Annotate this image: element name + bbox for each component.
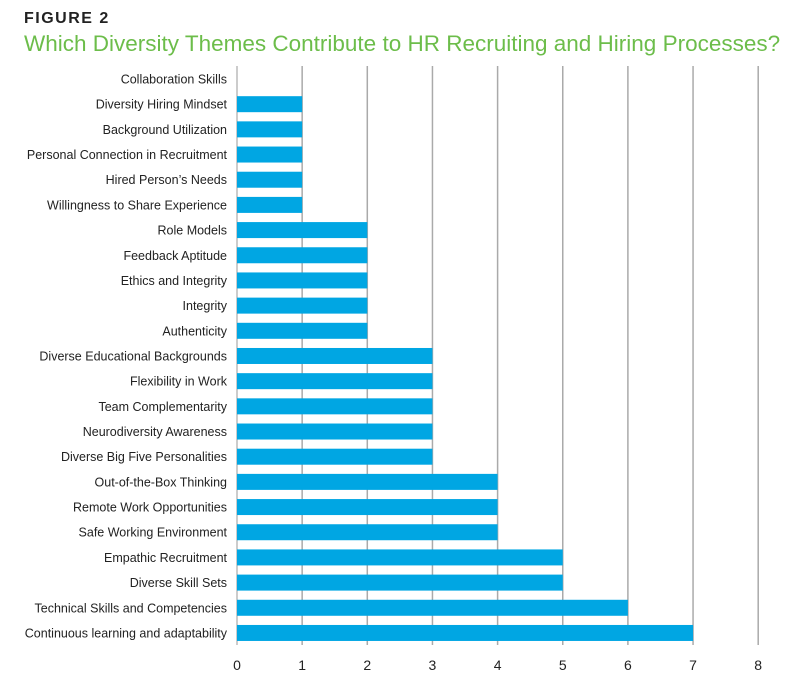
bar (237, 247, 368, 264)
category-label: Collaboration Skills (121, 73, 227, 87)
category-label: Feedback Aptitude (123, 249, 227, 263)
x-tick-label: 6 (624, 657, 632, 673)
category-label: Willingness to Share Experience (47, 198, 227, 212)
category-label: Empathic Recruitment (104, 551, 227, 565)
category-label: Role Models (158, 224, 227, 238)
category-label: Safe Working Environment (79, 526, 228, 540)
x-tick-label: 2 (363, 657, 371, 673)
bar (237, 499, 498, 516)
category-label: Neurodiversity Awareness (83, 425, 227, 439)
bar (237, 524, 498, 541)
x-tick-label: 0 (233, 657, 241, 673)
bar (237, 146, 303, 163)
bar (237, 599, 628, 616)
category-label: Authenticity (162, 324, 227, 338)
category-label: Technical Skills and Competencies (35, 601, 227, 615)
bar (237, 322, 368, 339)
figure-label: FIGURE 2 (24, 10, 110, 27)
bar (237, 549, 563, 566)
bar (237, 96, 303, 113)
bar (237, 272, 368, 289)
category-label: Integrity (183, 299, 228, 313)
bar (237, 222, 368, 239)
bar (237, 448, 433, 465)
x-tick-label: 3 (429, 657, 437, 673)
category-label: Remote Work Opportunities (73, 501, 227, 515)
bar (237, 196, 303, 213)
chart-title: Which Diversity Themes Contribute to HR … (24, 31, 781, 56)
bar (237, 423, 433, 440)
x-tick-label: 7 (689, 657, 697, 673)
bar (237, 373, 433, 390)
bar (237, 347, 433, 364)
bar (237, 574, 563, 591)
category-label: Out-of-the-Box Thinking (95, 475, 228, 489)
category-label: Continuous learning and adaptability (25, 626, 228, 640)
category-label: Background Utilization (103, 123, 227, 137)
bar (237, 171, 303, 188)
bar (237, 624, 694, 641)
bar (237, 297, 368, 314)
x-tick-label: 1 (298, 657, 306, 673)
category-label: Diverse Skill Sets (130, 576, 227, 590)
category-label: Diverse Educational Backgrounds (39, 349, 227, 363)
category-label: Ethics and Integrity (121, 274, 228, 288)
category-label: Diversity Hiring Mindset (96, 98, 228, 112)
x-tick-label: 4 (494, 657, 502, 673)
category-label: Diverse Big Five Personalities (61, 450, 227, 464)
category-label: Flexibility in Work (130, 375, 228, 389)
x-tick-label: 5 (559, 657, 567, 673)
x-tick-label: 8 (754, 657, 762, 673)
bar (237, 398, 433, 415)
category-label: Team Complementarity (98, 400, 227, 414)
category-label: Personal Connection in Recruitment (27, 148, 228, 162)
bar (237, 121, 303, 138)
category-label: Hired Person’s Needs (106, 173, 227, 187)
bar (237, 473, 498, 490)
